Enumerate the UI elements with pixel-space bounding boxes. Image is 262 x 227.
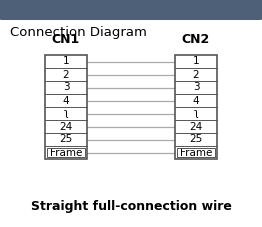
Text: 1: 1 [193,57,199,67]
Text: ʅ: ʅ [64,109,68,118]
Text: Frame: Frame [50,148,82,158]
Text: 4: 4 [63,96,69,106]
Text: 4: 4 [193,96,199,106]
Text: 3: 3 [63,82,69,92]
Bar [45,55,87,159]
Text: CN2: CN2 [182,33,210,46]
Text: 24: 24 [189,121,203,131]
Bar [175,55,217,159]
Text: 2: 2 [63,69,69,79]
Text: 3: 3 [193,82,199,92]
Text: 2: 2 [193,69,199,79]
Text: Frame: Frame [180,148,212,158]
Text: 24: 24 [59,121,73,131]
Text: Straight full-connection wire: Straight full-connection wire [31,200,231,213]
Text: ʅ: ʅ [194,109,198,118]
Text: CN1: CN1 [52,33,80,46]
Bar [2,9,260,16]
Text: Connection Diagram: Connection Diagram [10,26,147,39]
Bar [47,148,85,157]
FancyBboxPatch shape [0,0,262,20]
Text: 1: 1 [63,57,69,67]
Text: 25: 25 [189,135,203,145]
Text: 25: 25 [59,135,73,145]
Bar [177,148,215,157]
